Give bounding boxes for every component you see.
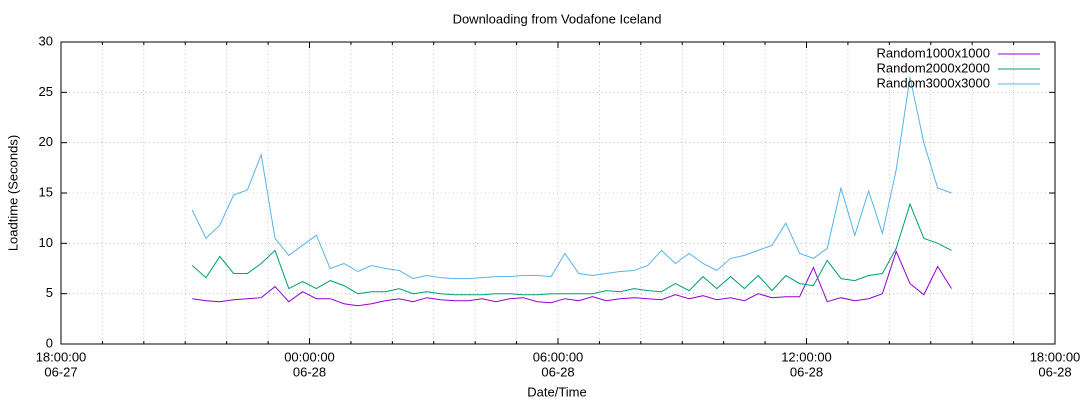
x-tick-label: 06-28 [790, 364, 823, 379]
x-axis-label: Date/Time [527, 384, 586, 399]
x-tick-label: 06-28 [1038, 364, 1071, 379]
x-tick-label: 06:00:00 [533, 349, 584, 364]
data-line [192, 249, 952, 307]
y-tick-label: 10 [39, 235, 53, 250]
y-tick-label: 0 [46, 335, 53, 350]
chart-title: Downloading from Vodafone Iceland [453, 11, 662, 26]
x-tick-label: 12:00:00 [781, 349, 832, 364]
y-tick-label: 15 [39, 184, 53, 199]
x-tick-label: 18:00:00 [36, 349, 87, 364]
x-tick-label: 06-27 [44, 364, 77, 379]
y-tick-label: 30 [39, 33, 53, 48]
plot-frame [60, 41, 1056, 345]
data-line [191, 202, 952, 296]
y-tick-label: 20 [39, 134, 53, 149]
legend-label: Random3000x3000 [877, 75, 990, 90]
legend-label: Random1000x1000 [877, 45, 990, 60]
y-tick-label: 25 [39, 84, 53, 99]
x-tick-label: 06-28 [293, 364, 326, 379]
x-tick-label: 00:00:00 [284, 349, 335, 364]
y-tick-label: 5 [46, 285, 53, 300]
x-tick-label: 06-28 [541, 364, 574, 379]
data-line [191, 77, 952, 280]
y-axis-label: Loadtime (Seconds) [5, 135, 20, 251]
legend-label: Random2000x2000 [877, 60, 990, 75]
x-tick-label: 18:00:00 [1030, 349, 1080, 364]
